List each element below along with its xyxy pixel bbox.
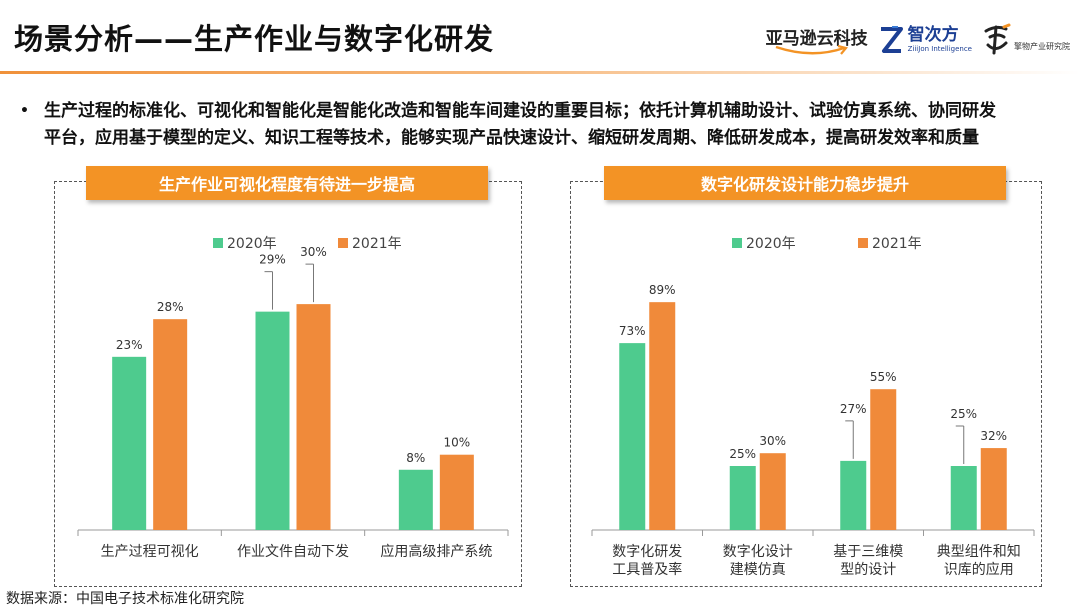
- bar: [759, 453, 786, 530]
- legend-swatch: [338, 238, 348, 248]
- data-label: 27%: [840, 402, 867, 416]
- category-label: 数字化研发: [612, 544, 682, 560]
- logo-group: 亚马逊云科技 智次方 ZiiiJon Intelligence 擎物产业研究院: [766, 20, 1070, 60]
- bar: [870, 389, 897, 530]
- bar: [439, 454, 474, 530]
- amazon-logo-text: 亚马逊云科技: [765, 28, 868, 49]
- data-label: 30%: [300, 245, 327, 259]
- data-label: 29%: [259, 253, 286, 267]
- legend-label: 2021年: [352, 236, 402, 252]
- data-label: 23%: [116, 338, 143, 352]
- legend-swatch: [858, 238, 868, 248]
- bar: [112, 356, 147, 530]
- data-label: 55%: [870, 370, 897, 384]
- bar: [255, 311, 290, 530]
- category-label: 生产过程可视化: [101, 544, 199, 560]
- amazon-logo: 亚马逊云科技: [766, 24, 868, 57]
- data-label: 89%: [649, 283, 676, 297]
- bar: [153, 319, 188, 530]
- data-label: 25%: [950, 407, 977, 421]
- category-label: 基于三维模: [833, 543, 903, 560]
- amazon-smile-icon: [775, 44, 848, 55]
- zhici-logo: 智次方 ZiiiJon Intelligence: [878, 25, 972, 55]
- bar: [649, 302, 676, 530]
- bullet-line: 平台，应用基于模型的定义、知识工程等技术，能够实现产品快速设计、缩短研发周期、降…: [44, 128, 979, 148]
- data-label: 30%: [759, 434, 786, 448]
- category-label: 工具普及率: [612, 561, 682, 578]
- data-label: 10%: [443, 436, 470, 450]
- data-label: 32%: [980, 429, 1007, 443]
- category-label: 应用高级排产系统: [380, 543, 492, 560]
- legend-swatch: [732, 238, 742, 248]
- legend-swatch: [213, 238, 223, 248]
- zhici-logo-sub: ZiiiJon Intelligence: [907, 45, 972, 53]
- bar: [398, 469, 433, 530]
- page-title: 场景分析——生产作业与数字化研发: [14, 22, 495, 56]
- left-chart-title: 生产作业可视化程度有待进一步提高: [86, 166, 488, 200]
- bar: [840, 460, 867, 530]
- data-label: 28%: [157, 300, 184, 314]
- symbol-brush-icon: [984, 23, 1011, 55]
- right-chart-title: 数字化研发设计能力稳步提升: [604, 166, 1006, 200]
- bar: [619, 343, 646, 530]
- title-underline: [0, 71, 1080, 74]
- category-label: 作业文件自动下发: [237, 544, 349, 560]
- data-label: 8%: [406, 451, 425, 465]
- legend-label: 2021年: [872, 236, 922, 252]
- legend-label: 2020年: [227, 236, 277, 252]
- symbol-logo: 擎物产业研究院: [982, 23, 1070, 57]
- category-label: 识库的应用: [944, 561, 1014, 578]
- bar: [980, 448, 1007, 530]
- data-source: 数据来源：中国电子技术标准化研究院: [6, 591, 244, 607]
- zhici-logo-name: 智次方: [907, 25, 959, 45]
- bar: [950, 466, 977, 530]
- bullet-dot-icon: •: [20, 103, 29, 119]
- zhici-z-icon: [880, 26, 903, 53]
- category-label: 数字化设计: [723, 544, 793, 560]
- bar: [296, 304, 331, 530]
- data-label: 25%: [729, 447, 756, 461]
- category-label: 典型组件和知: [937, 543, 1021, 560]
- bullet-line: 生产过程的标准化、可视化和智能化是智能化改造和智能车间建设的重要目标；依托计算机…: [44, 101, 996, 121]
- category-label: 型的设计: [840, 562, 896, 578]
- category-label: 建模仿真: [730, 562, 786, 578]
- bar: [729, 466, 756, 530]
- symbol-logo-text: 擎物产业研究院: [1014, 41, 1070, 51]
- legend-label: 2020年: [746, 236, 796, 252]
- data-label: 73%: [619, 324, 646, 338]
